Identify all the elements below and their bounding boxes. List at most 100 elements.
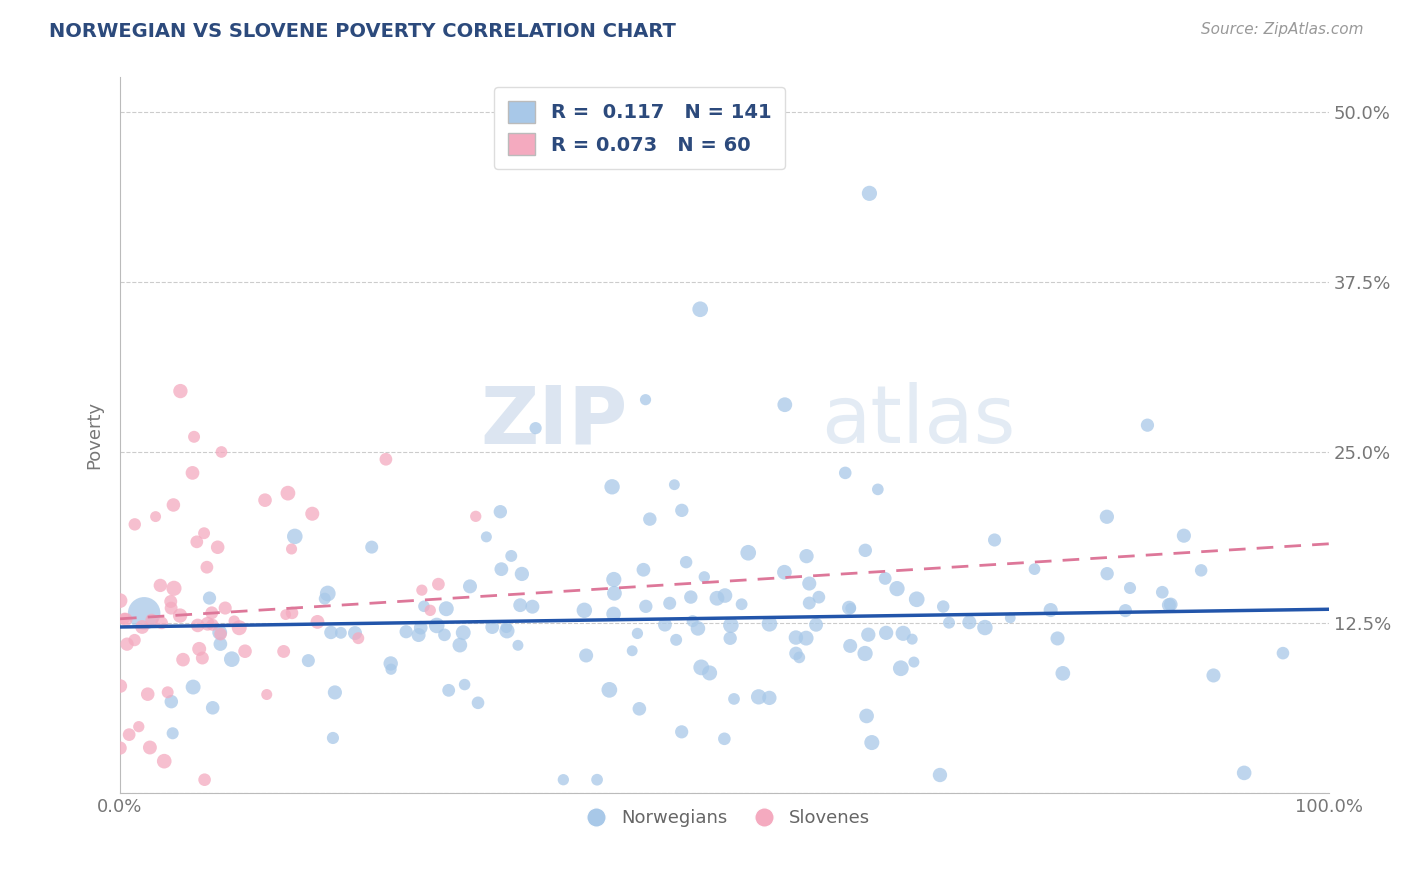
Point	[891, 626, 914, 640]
Point	[553, 772, 575, 787]
Point	[347, 631, 370, 645]
Point	[380, 662, 402, 676]
Point	[256, 688, 278, 702]
Point	[201, 701, 224, 715]
Point	[449, 638, 471, 652]
Point	[1052, 666, 1074, 681]
Point	[501, 549, 523, 563]
Point	[834, 466, 856, 480]
Point	[160, 695, 183, 709]
Point	[1119, 581, 1142, 595]
Point	[131, 620, 153, 634]
Point	[586, 772, 609, 787]
Point	[689, 302, 711, 317]
Point	[209, 445, 232, 459]
Point	[905, 592, 928, 607]
Point	[195, 560, 218, 574]
Point	[1233, 765, 1256, 780]
Point	[411, 583, 433, 598]
Point	[1039, 603, 1062, 617]
Point	[169, 384, 191, 398]
Point	[162, 726, 184, 740]
Point	[118, 728, 141, 742]
Point	[903, 655, 925, 669]
Point	[1000, 611, 1022, 625]
Point	[314, 591, 336, 606]
Point	[172, 653, 194, 667]
Point	[458, 579, 481, 593]
Point	[481, 620, 503, 634]
Point	[110, 679, 132, 693]
Point	[159, 594, 181, 608]
Point	[307, 615, 329, 629]
Point	[221, 652, 243, 666]
Point	[108, 593, 131, 607]
Point	[785, 646, 807, 660]
Point	[748, 690, 770, 704]
Point	[183, 430, 205, 444]
Point	[134, 607, 156, 621]
Point	[316, 586, 339, 600]
Point	[380, 657, 402, 671]
Point	[162, 498, 184, 512]
Point	[807, 590, 830, 604]
Point	[723, 692, 745, 706]
Point	[181, 466, 204, 480]
Point	[160, 601, 183, 615]
Point	[427, 577, 450, 591]
Point	[713, 731, 735, 746]
Point	[149, 578, 172, 592]
Point	[1114, 604, 1136, 618]
Point	[128, 720, 150, 734]
Point	[706, 591, 728, 606]
Point	[796, 549, 818, 563]
Point	[136, 687, 159, 701]
Point	[139, 740, 162, 755]
Point	[510, 566, 533, 581]
Point	[360, 540, 382, 554]
Point	[621, 644, 644, 658]
Point	[664, 477, 686, 491]
Point	[322, 731, 344, 745]
Point	[1160, 598, 1182, 612]
Point	[603, 586, 626, 600]
Point	[344, 626, 367, 640]
Point	[153, 754, 176, 768]
Text: NORWEGIAN VS SLOVENE POVERTY CORRELATION CHART: NORWEGIAN VS SLOVENE POVERTY CORRELATION…	[49, 22, 676, 41]
Point	[638, 512, 661, 526]
Point	[475, 530, 498, 544]
Point	[453, 677, 475, 691]
Point	[201, 617, 224, 632]
Point	[600, 480, 623, 494]
Text: Source: ZipAtlas.com: Source: ZipAtlas.com	[1201, 22, 1364, 37]
Point	[197, 616, 219, 631]
Point	[1136, 418, 1159, 433]
Point	[714, 589, 737, 603]
Point	[163, 582, 186, 596]
Point	[603, 573, 626, 587]
Point	[281, 606, 304, 620]
Point	[787, 650, 810, 665]
Point	[799, 596, 821, 610]
Point	[419, 603, 441, 617]
Point	[758, 616, 780, 631]
Point	[737, 546, 759, 560]
Point	[301, 507, 323, 521]
Point	[437, 683, 460, 698]
Point	[858, 628, 880, 642]
Point	[886, 582, 908, 596]
Point	[193, 526, 215, 541]
Point	[191, 651, 214, 665]
Point	[207, 541, 229, 555]
Point	[233, 644, 256, 658]
Legend: Norwegians, Slovenes: Norwegians, Slovenes	[571, 802, 877, 834]
Point	[209, 627, 232, 641]
Point	[434, 601, 457, 615]
Point	[467, 696, 489, 710]
Point	[409, 621, 432, 635]
Point	[187, 618, 209, 632]
Point	[208, 625, 231, 640]
Point	[690, 660, 713, 674]
Point	[274, 607, 297, 622]
Point	[853, 647, 876, 661]
